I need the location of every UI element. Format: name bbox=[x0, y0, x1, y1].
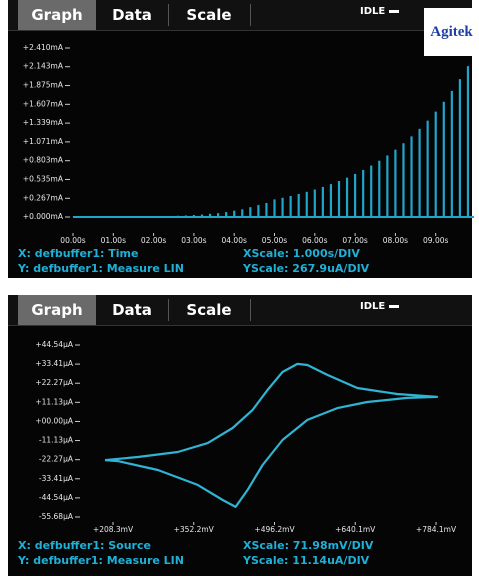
tab-bar: Graph Data Scale IDLE bbox=[8, 295, 472, 326]
y-tick-label: +0.803mA bbox=[23, 156, 64, 165]
y-tick-label: +1.607mA bbox=[23, 99, 64, 108]
x-tick-label: 01.00s bbox=[101, 236, 126, 245]
x-tick-label: +640.1mV bbox=[335, 525, 376, 534]
x-info: X: defbuffer1: Time bbox=[18, 247, 139, 260]
y-tick-label: -44.54µA bbox=[39, 493, 74, 502]
status: IDLE bbox=[360, 6, 399, 17]
y-tick-label: +0.535mA bbox=[23, 174, 64, 183]
tab-bar: Graph Data Scale IDLE bbox=[8, 0, 472, 31]
x-tick-label: 05.00s bbox=[262, 236, 287, 245]
tab[interactable]: Graph bbox=[18, 0, 96, 30]
x-tick-label: 09.00s bbox=[423, 236, 448, 245]
x-tick-label: 02.00s bbox=[141, 236, 166, 245]
y-tick-label: +1.071mA bbox=[23, 137, 64, 146]
x-info: X: defbuffer1: Source bbox=[18, 539, 151, 552]
tab[interactable]: Scale bbox=[186, 301, 232, 319]
y-tick-label: +11.13µA bbox=[35, 397, 74, 406]
separator bbox=[250, 4, 251, 26]
x-tick-label: +496.2mV bbox=[254, 525, 295, 534]
y-tick-label: +2.143mA bbox=[23, 62, 64, 71]
tab[interactable]: Graph bbox=[18, 295, 96, 325]
y-tick-label: +1.875mA bbox=[23, 81, 64, 90]
curve bbox=[104, 362, 439, 508]
x-tick-label: 07.00s bbox=[342, 236, 367, 245]
x-tick-label: 00.00s bbox=[60, 236, 85, 245]
x-tick-label: +784.1mV bbox=[416, 525, 457, 534]
y-tick-label: -22.27µA bbox=[39, 455, 74, 464]
y-tick-label: +44.54µA bbox=[35, 340, 74, 349]
panel: Graph Data Scale IDLE X: defbuffer1: Tim… bbox=[8, 0, 472, 278]
status: IDLE bbox=[360, 301, 399, 312]
y-tick-label: -33.41µA bbox=[39, 474, 74, 483]
tab[interactable]: Data bbox=[112, 6, 152, 24]
y-tick-label: +22.27µA bbox=[35, 378, 74, 387]
y-scale: YScale: 11.14uA/DIV bbox=[243, 554, 370, 567]
separator bbox=[250, 299, 251, 321]
y-info: Y: defbuffer1: Measure LIN bbox=[18, 262, 184, 275]
y-tick-label: +0.000mA bbox=[23, 212, 64, 221]
y-tick-label: -11.13µA bbox=[39, 436, 74, 445]
x-tick-label: 03.00s bbox=[181, 236, 206, 245]
x-tick-label: 06.00s bbox=[302, 236, 327, 245]
x-tick-label: 04.00s bbox=[222, 236, 247, 245]
y-tick-label: +1.339mA bbox=[23, 118, 64, 127]
y-tick-label: +33.41µA bbox=[35, 359, 74, 368]
y-tick-label: -55.68µA bbox=[39, 512, 74, 521]
panel: Graph Data Scale IDLE X: defbuffer1: Sou… bbox=[8, 295, 472, 576]
x-tick-label: +208.3mV bbox=[93, 525, 134, 534]
y-tick-label: +0.267mA bbox=[23, 193, 64, 202]
y-scale: YScale: 267.9uA/DIV bbox=[243, 262, 370, 275]
x-tick-label: 08.00s bbox=[383, 236, 408, 245]
y-info: Y: defbuffer1: Measure LIN bbox=[18, 554, 184, 567]
x-scale: XScale: 71.98mV/DIV bbox=[243, 539, 374, 552]
separator bbox=[168, 4, 169, 26]
y-tick-label: +00.00µA bbox=[35, 416, 74, 425]
brand-logo: Agitek bbox=[424, 8, 479, 56]
y-tick-label: +2.410mA bbox=[23, 43, 64, 52]
tab[interactable]: Data bbox=[112, 301, 152, 319]
x-tick-label: +352.2mV bbox=[174, 525, 215, 534]
tab[interactable]: Scale bbox=[186, 6, 232, 24]
x-scale: XScale: 1.000s/DIV bbox=[243, 247, 360, 260]
separator bbox=[168, 299, 169, 321]
